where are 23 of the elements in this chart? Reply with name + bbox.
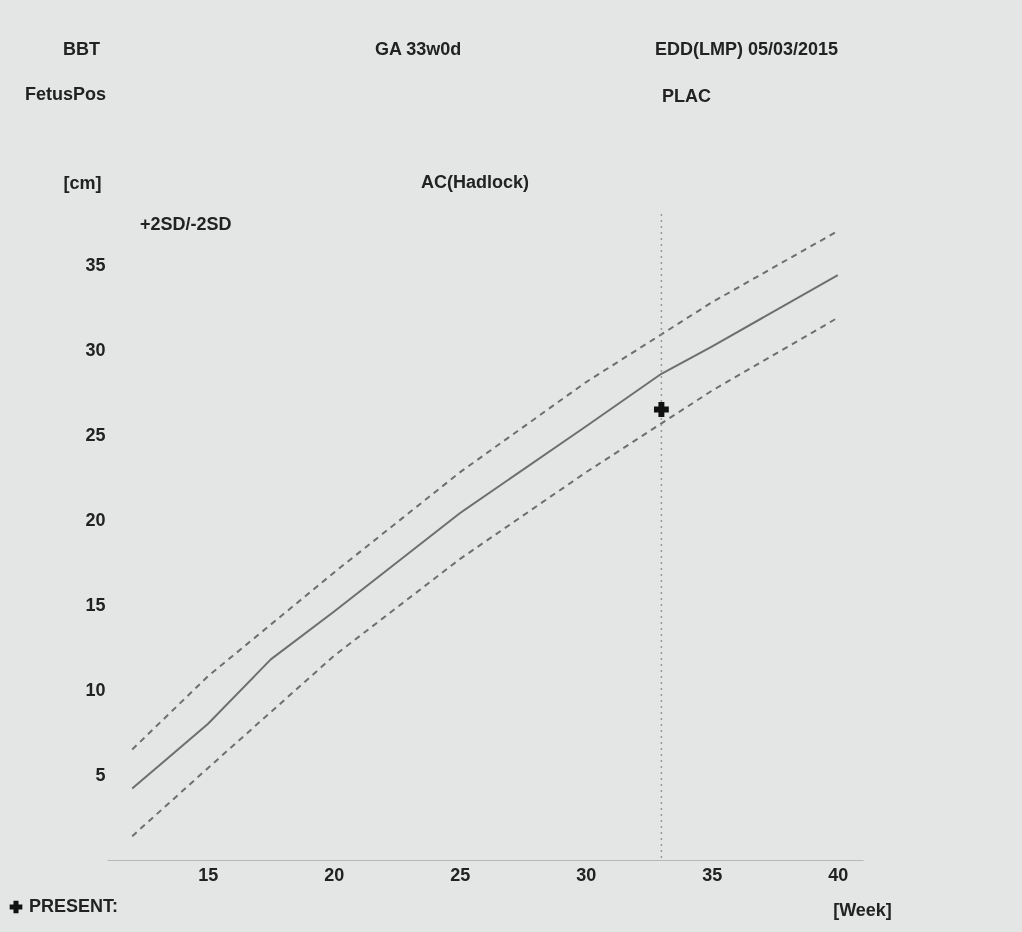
y-tick-label: 10 <box>85 679 106 700</box>
chart-title: AC(Hadlock) <box>420 172 530 192</box>
x-tick-label: 40 <box>828 864 849 885</box>
annotation: +2SD/-2SD <box>140 214 232 234</box>
y-tick-label: 35 <box>85 254 106 275</box>
text: GA 33w0d <box>375 39 462 59</box>
y-axis-title: [cm] <box>63 172 102 193</box>
text: BBT <box>63 39 100 59</box>
y-tick-label: 20 <box>85 509 106 530</box>
x-tick-label: 30 <box>576 864 597 885</box>
y-tick-label: 30 <box>85 339 106 360</box>
legend-label: PRESENT: <box>29 896 119 916</box>
text: FetusPos <box>25 84 107 104</box>
x-tick-label: 20 <box>324 864 345 885</box>
text: EDD(LMP) 05/03/2015 <box>655 39 839 59</box>
y-tick-label: 15 <box>85 594 106 615</box>
y-tick-label: 25 <box>85 424 106 445</box>
x-tick-label: 25 <box>450 864 471 885</box>
x-axis-title: [Week] <box>833 899 892 920</box>
text: PLAC <box>662 86 711 106</box>
x-tick-label: 35 <box>702 864 723 885</box>
x-tick-label: 15 <box>198 864 219 885</box>
y-tick-label: 5 <box>95 764 106 785</box>
